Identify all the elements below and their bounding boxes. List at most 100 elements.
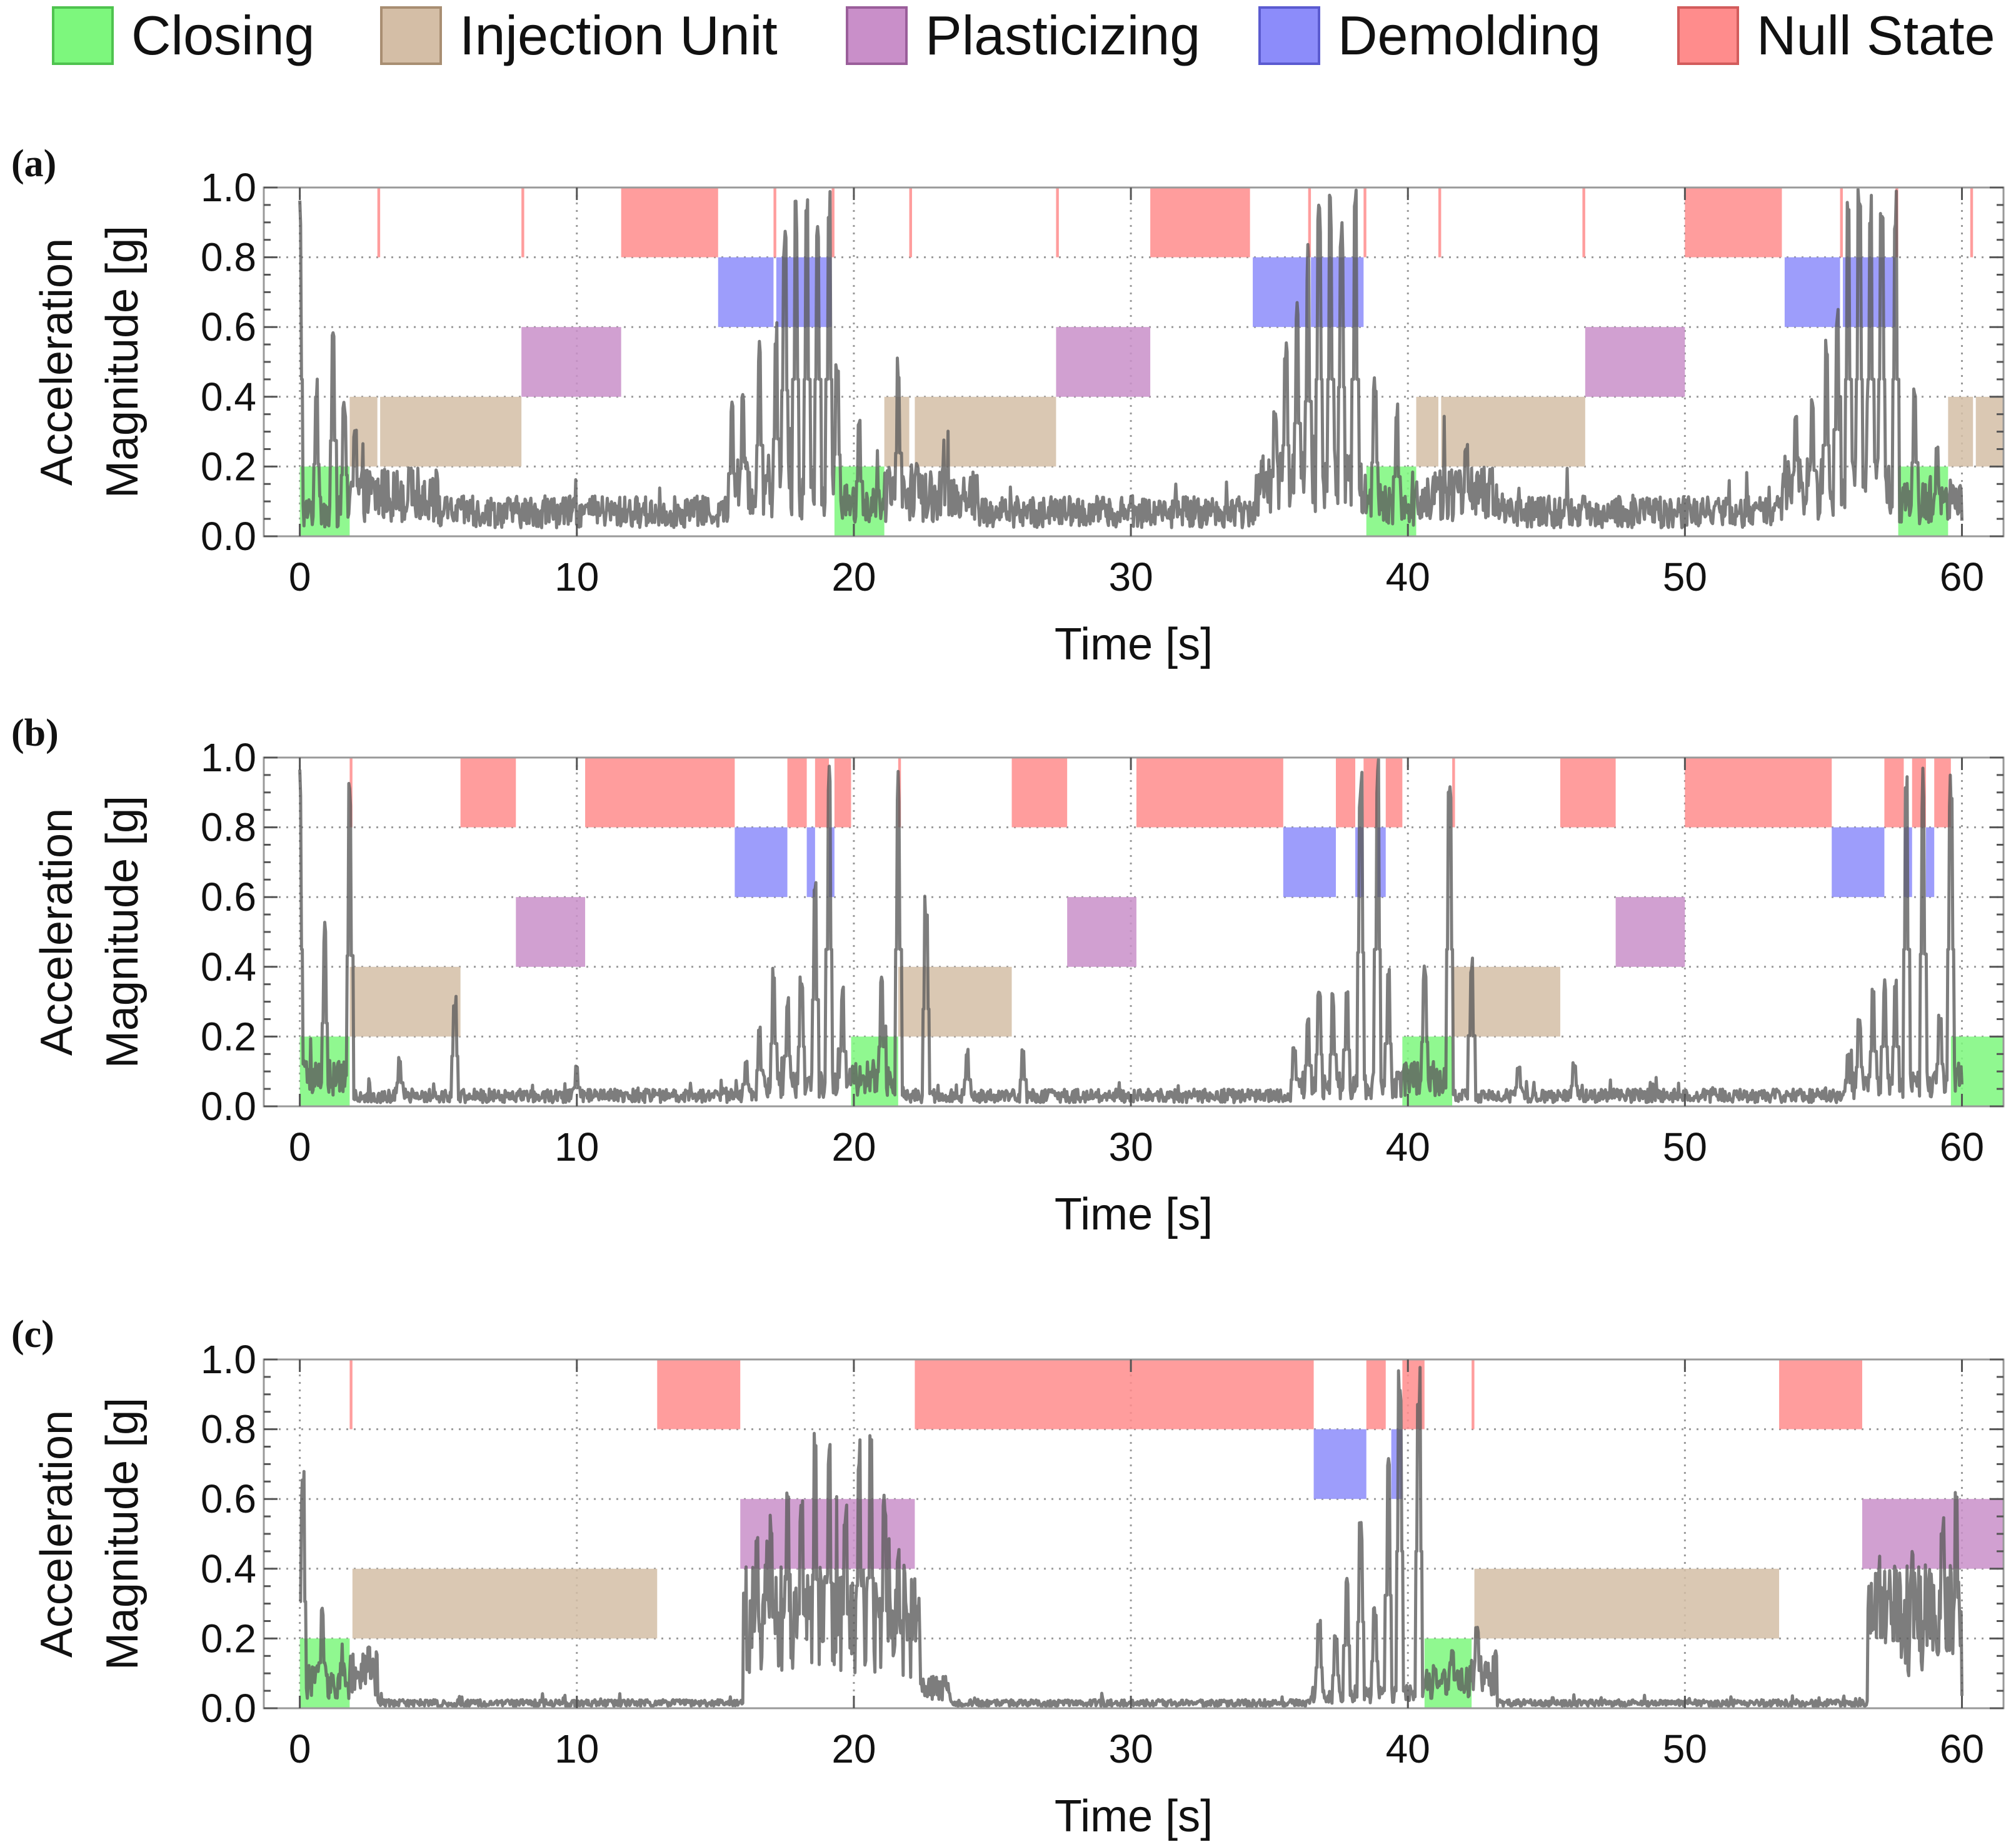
band-null-5 [834, 758, 851, 828]
band-injection-5 [1441, 396, 1585, 467]
legend-label-demolding: Demolding [1338, 4, 1601, 66]
band-demolding-0 [1313, 1429, 1367, 1499]
band-null-5 [909, 188, 912, 258]
legend-swatch-demolding [1258, 6, 1320, 65]
band-injection-0 [349, 966, 461, 1037]
y-tick-label: 0.8 [201, 235, 256, 280]
x-tick-label: 50 [1663, 554, 1707, 599]
legend-item-plasticizing: Plasticizing [846, 4, 1200, 66]
x-tick-label: 10 [554, 554, 599, 599]
series-acceleration-magnitude [298, 188, 1963, 529]
y-tick-label: 1.0 [201, 1337, 256, 1382]
x-tick-label: 40 [1386, 1726, 1430, 1771]
band-null-1 [657, 1359, 741, 1429]
band-null-2 [621, 188, 718, 258]
band-injection-1 [380, 396, 522, 467]
x-tick-label: 10 [554, 1726, 599, 1771]
y-axis-title-line2: Magnitude [g] [98, 796, 148, 1068]
x-tick-label: 20 [831, 1124, 876, 1169]
band-plasticizing-0 [521, 327, 621, 397]
x-tick-label: 40 [1386, 1124, 1430, 1169]
legend: Closing Injection Unit Plasticizing Demoldi… [52, 4, 1995, 66]
y-tick-label: 0.4 [201, 944, 256, 989]
ticks [264, 1358, 2003, 1709]
state-bands [299, 1359, 2003, 1708]
band-null-6 [1779, 1359, 1862, 1429]
band-null-3 [1366, 1359, 1386, 1429]
band-plasticizing-0 [516, 897, 586, 967]
band-demolding-8 [1925, 827, 1935, 898]
panels: (a) 0 10 20 30 40 50 60 0.0 0.2 0.4 0.6 0.8 1.0 Time [… [11, 143, 2005, 1841]
legend-item-injection: Injection Unit [380, 4, 778, 66]
x-tick-label: 40 [1386, 554, 1430, 599]
legend-label-plasticizing: Plasticizing [925, 4, 1200, 66]
band-null-1 [521, 188, 524, 258]
band-null-3 [773, 188, 776, 258]
band-null-10 [1363, 758, 1378, 828]
band-null-9 [1363, 188, 1367, 258]
band-null-2 [585, 758, 735, 828]
y-tick-label: 1.0 [201, 735, 256, 780]
band-null-9 [1336, 758, 1356, 828]
x-tick-label: 30 [1108, 1124, 1153, 1169]
band-plasticizing-1 [1067, 897, 1136, 967]
band-injection-3 [915, 396, 1056, 467]
y-axis-title-line1: Acceleration [32, 1410, 82, 1658]
band-null-8 [1136, 758, 1283, 828]
band-null-11 [1385, 758, 1403, 828]
y-tick-label: 0.2 [201, 1014, 256, 1059]
panel-2: (b) 0 10 20 30 40 50 60 0.0 0.2 0.4 0.6 0.8 1.0 Time [… [11, 712, 2005, 1239]
y-tick-label: 0.2 [201, 1616, 256, 1661]
y-tick-label: 0.6 [201, 1476, 256, 1521]
y-axis-title-line2: Magnitude [g] [98, 1398, 148, 1670]
y-axis-title-line2: Magnitude [g] [98, 226, 148, 498]
band-injection-1 [1474, 1568, 1780, 1639]
band-null-15 [1884, 758, 1904, 828]
band-null-12 [1685, 188, 1782, 258]
x-tick-label: 0 [289, 1726, 311, 1771]
panel-label: (c) [11, 1313, 54, 1356]
y-tick-label: 0.0 [201, 514, 256, 559]
y-axis-title-line1: Acceleration [32, 808, 82, 1056]
band-null-14 [1685, 758, 1832, 828]
y-tick-label: 0.8 [201, 805, 256, 850]
y-tick-label: 0.0 [201, 1686, 256, 1731]
y-tick-label: 0.0 [201, 1084, 256, 1129]
x-tick-label: 60 [1940, 1726, 1984, 1771]
legend-item-null: Null State [1677, 4, 1995, 66]
band-null-0 [377, 188, 381, 258]
x-tick-label: 20 [831, 554, 876, 599]
band-injection-2 [1452, 966, 1560, 1037]
x-tick-label: 0 [289, 554, 311, 599]
x-tick-label: 50 [1663, 1726, 1707, 1771]
band-demolding-1 [806, 827, 815, 898]
legend-label-injection: Injection Unit [459, 4, 778, 66]
y-tick-label: 0.6 [201, 304, 256, 349]
legend-item-closing: Closing [52, 4, 314, 66]
x-tick-label: 10 [554, 1124, 599, 1169]
y-tick-label: 0.2 [201, 444, 256, 489]
band-plasticizing-1 [1862, 1499, 2003, 1569]
band-injection-6 [1948, 396, 1973, 467]
band-null-4 [815, 758, 830, 828]
band-null-11 [1582, 188, 1585, 258]
y-tick-label: 0.4 [201, 374, 256, 419]
band-null-7 [1011, 758, 1068, 828]
band-plasticizing-2 [1615, 897, 1685, 967]
band-null-0 [349, 1359, 353, 1429]
band-demolding-0 [718, 257, 774, 328]
band-demolding-0 [735, 827, 788, 898]
legend-label-null: Null State [1757, 4, 1995, 66]
ticks [264, 756, 2003, 1108]
band-null-13 [1840, 188, 1843, 258]
band-null-13 [1560, 758, 1616, 828]
x-axis-title: Time [s] [1055, 619, 1213, 669]
band-null-2 [915, 1359, 1314, 1429]
band-injection-4 [1416, 396, 1438, 467]
x-tick-label: 30 [1108, 1726, 1153, 1771]
legend-label-closing: Closing [131, 4, 314, 66]
x-axis-title: Time [s] [1055, 1189, 1213, 1239]
band-demolding-6 [1832, 827, 1885, 898]
legend-swatch-plasticizing [846, 6, 908, 65]
